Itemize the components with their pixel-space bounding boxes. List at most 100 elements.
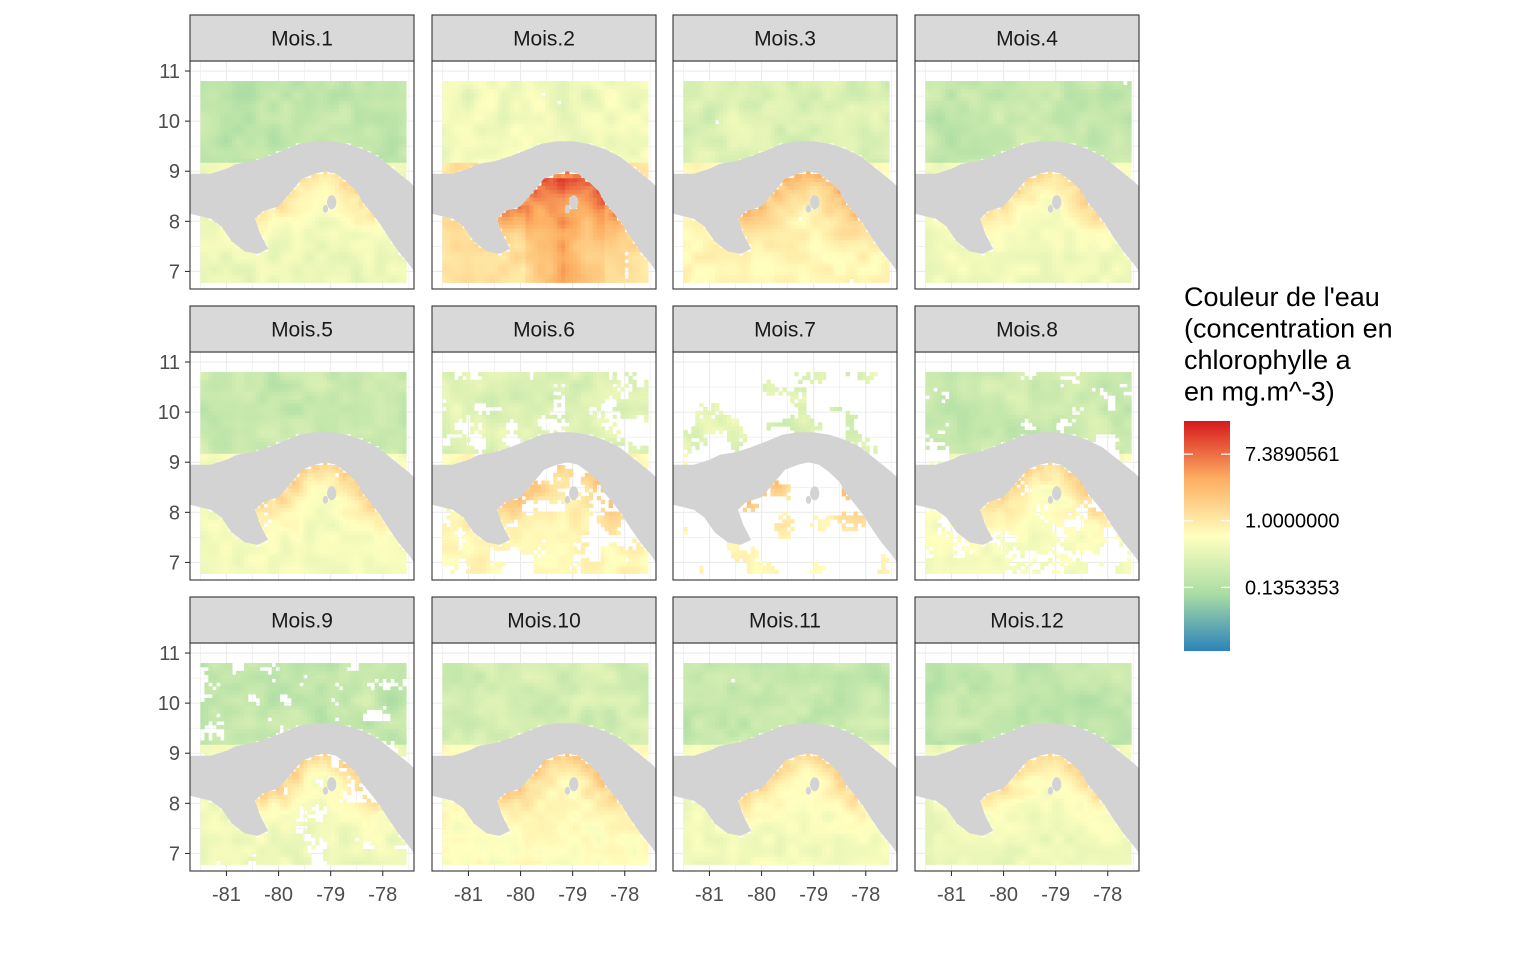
heat-cell xyxy=(204,100,208,104)
heat-cell xyxy=(691,228,695,232)
heat-cell xyxy=(446,120,450,124)
heat-cell xyxy=(343,248,347,252)
heat-cell xyxy=(707,236,711,240)
heat-cell xyxy=(200,259,204,263)
heat-cell xyxy=(367,217,371,221)
heat-cell xyxy=(216,131,220,135)
heat-cell xyxy=(450,279,454,283)
heat-cell xyxy=(545,236,549,240)
heat-cell xyxy=(323,178,327,182)
heat-cell xyxy=(506,224,510,228)
heat-cell xyxy=(640,255,644,259)
heat-cell xyxy=(299,232,303,236)
heat-cell xyxy=(474,112,478,116)
heat-cell xyxy=(782,271,786,275)
heat-cell xyxy=(755,228,759,232)
heat-cell xyxy=(529,81,533,85)
heat-cell xyxy=(557,201,561,205)
heat-cell xyxy=(529,116,533,120)
heat-cell xyxy=(458,151,462,155)
heat-cell xyxy=(597,236,601,240)
heat-cell xyxy=(743,135,747,139)
heat-cell xyxy=(632,159,636,163)
heat-cell xyxy=(355,201,359,205)
heat-cell xyxy=(589,139,593,143)
heat-cell xyxy=(446,100,450,104)
heat-cell xyxy=(303,221,307,225)
heat-cell xyxy=(363,236,367,240)
heat-cell xyxy=(577,193,581,197)
heat-cell xyxy=(774,108,778,112)
heat-cell xyxy=(711,279,715,283)
heat-cell xyxy=(240,143,244,147)
heat-cell xyxy=(295,221,299,225)
heat-cell xyxy=(303,182,307,186)
heat-cell xyxy=(739,97,743,101)
heat-cell xyxy=(577,248,581,252)
heat-cell xyxy=(632,93,636,97)
heat-cell xyxy=(703,244,707,248)
heat-cell xyxy=(248,81,252,85)
heat-cell xyxy=(617,85,621,89)
heat-cell xyxy=(601,213,605,217)
heat-cell xyxy=(755,89,759,93)
heat-cell xyxy=(442,271,446,275)
heat-cell xyxy=(256,112,260,116)
heat-cell xyxy=(506,85,510,89)
heat-cell xyxy=(200,147,204,151)
heat-cell xyxy=(335,112,339,116)
heat-cell xyxy=(526,201,530,205)
heat-cell xyxy=(307,213,311,217)
heat-cell xyxy=(565,251,569,255)
heat-cell xyxy=(778,236,782,240)
heat-cell xyxy=(394,135,398,139)
heat-cell xyxy=(474,108,478,112)
heat-cell xyxy=(605,255,609,259)
heat-cell xyxy=(506,100,510,104)
heat-cell xyxy=(628,143,632,147)
heat-cell xyxy=(442,108,446,112)
heat-cell xyxy=(359,259,363,263)
heat-cell xyxy=(371,139,375,143)
heat-cell xyxy=(569,259,573,263)
heat-cell xyxy=(454,240,458,244)
heat-cell xyxy=(597,255,601,259)
heat-cell xyxy=(763,240,767,244)
heat-cell xyxy=(747,151,751,155)
heat-cell xyxy=(295,197,299,201)
heat-cell xyxy=(478,81,482,85)
heat-cell xyxy=(613,244,617,248)
heat-cell xyxy=(264,112,268,116)
heat-cell xyxy=(240,251,244,255)
heat-cell xyxy=(569,100,573,104)
heat-cell xyxy=(597,279,601,283)
heat-cell xyxy=(446,155,450,159)
heat-cell xyxy=(351,209,355,213)
heat-cell xyxy=(291,224,295,228)
heat-cell xyxy=(331,275,335,279)
heat-cell xyxy=(683,221,687,225)
heat-cell xyxy=(331,267,335,271)
heat-cell xyxy=(549,85,553,89)
heat-cell xyxy=(482,85,486,89)
heat-cell xyxy=(751,85,755,89)
heat-cell xyxy=(605,81,609,85)
heat-cell xyxy=(287,197,291,201)
heat-cell xyxy=(782,89,786,93)
heat-cell xyxy=(462,248,466,252)
heat-cell xyxy=(739,89,743,93)
heat-cell xyxy=(577,81,581,85)
heat-cell xyxy=(786,112,790,116)
heat-cell xyxy=(351,190,355,194)
heat-cell xyxy=(767,205,771,209)
heat-cell xyxy=(458,120,462,124)
heat-cell xyxy=(454,259,458,263)
heat-cell xyxy=(763,100,767,104)
heat-cell xyxy=(735,259,739,263)
heat-cell xyxy=(291,217,295,221)
heat-cell xyxy=(272,85,276,89)
heat-cell xyxy=(204,251,208,255)
heat-cell xyxy=(565,255,569,259)
heat-cell xyxy=(367,232,371,236)
heat-cell xyxy=(272,93,276,97)
